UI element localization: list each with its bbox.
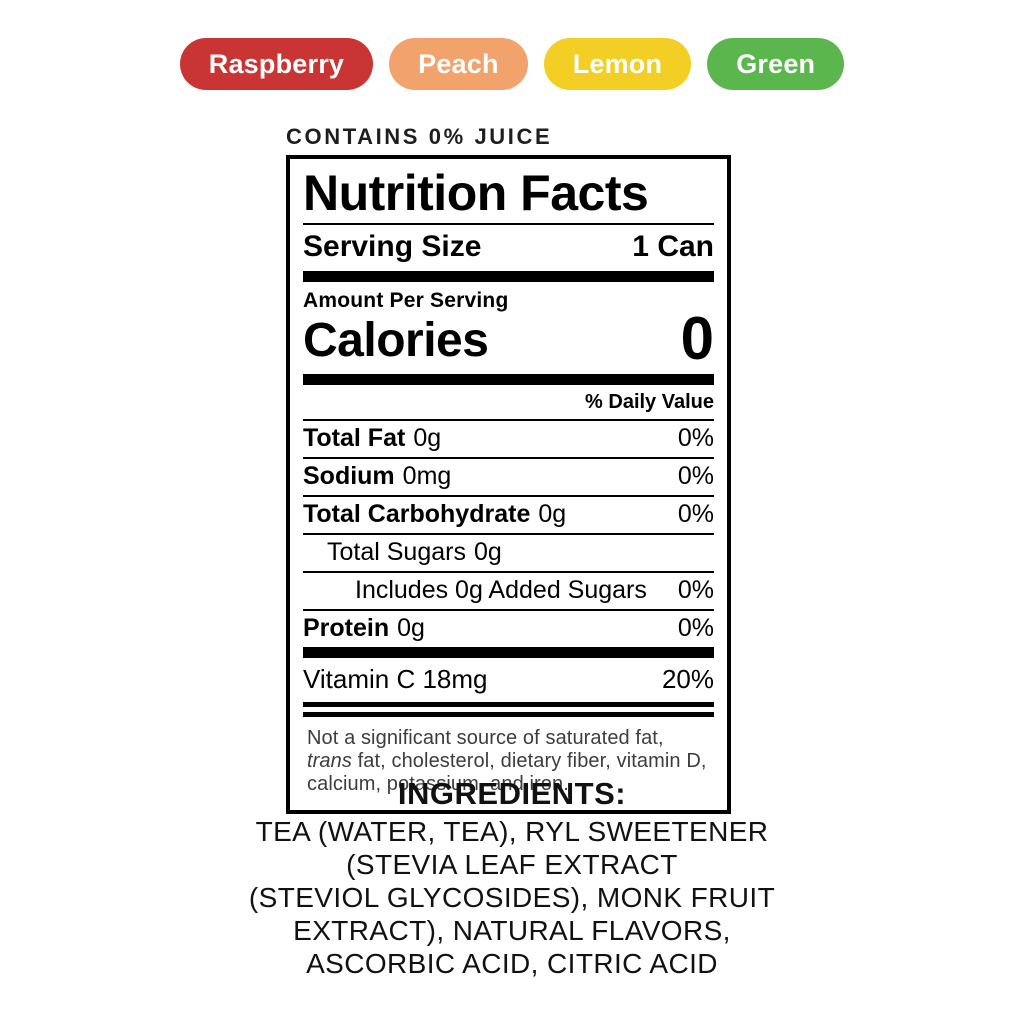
thick-bar [303, 647, 714, 659]
nutrient-row-added-sugars: Includes 0g Added Sugars 0% [303, 573, 714, 612]
serving-size-value: 1 Can [632, 230, 714, 263]
nutrient-name-amount: Protein 0g [303, 614, 425, 643]
ingredients-section: INGREDIENTS: TEA (WATER, TEA), RYL SWEET… [0, 776, 1024, 980]
nutrient-dv: 0% [677, 500, 714, 529]
ingredients-line: EXTRACT), NATURAL FLAVORS, [293, 915, 731, 946]
juice-content-note: CONTAINS 0% JUICE [286, 124, 553, 149]
nutrient-name-amount: Total Carbohydrate 0g [303, 500, 567, 529]
nutrient-row-total-fat: Total Fat 0g 0% [303, 421, 714, 460]
thick-bar [303, 271, 714, 282]
flavor-pill-green[interactable]: Green [707, 38, 845, 90]
nutrient-row-vitamin-c: Vitamin C 18mg 20% [303, 658, 714, 702]
nutrient-dv: 20% [661, 664, 714, 695]
flavor-pill-lemon[interactable]: Lemon [543, 38, 692, 90]
nutrient-name-amount: Vitamin C 18mg [303, 664, 488, 695]
calories-row: Calories 0 [303, 305, 714, 372]
thin-rule [303, 223, 714, 225]
flavor-pill-raspberry[interactable]: Raspberry [179, 38, 374, 90]
thick-bar [303, 374, 714, 386]
nutrition-facts-panel: Nutrition Facts Serving Size 1 Can Amoun… [286, 155, 731, 815]
daily-value-header: % Daily Value [303, 385, 714, 422]
nutrient-dv: 0% [677, 614, 714, 643]
flavor-pill-label: Peach [418, 48, 499, 79]
calories-label: Calories [303, 313, 489, 367]
nutrient-dv: 0% [677, 462, 714, 491]
footnote: Not a significant source of saturated fa… [307, 727, 707, 796]
calories-value: 0 [680, 305, 714, 372]
nutrient-name-amount: Includes 0g Added Sugars [355, 576, 647, 605]
nutrient-row-protein: Protein 0g 0% [303, 611, 714, 647]
serving-size-label: Serving Size [303, 230, 482, 263]
nutrient-dv: 0% [677, 424, 714, 453]
flavor-pill-label: Lemon [572, 48, 663, 79]
nutrient-dv: 0% [677, 576, 714, 605]
nutrient-name-amount: Total Sugars 0g [327, 538, 502, 567]
ingredients-line: ASCORBIC ACID, CITRIC ACID [306, 948, 718, 979]
ingredients-line: (STEVIOL GLYCOSIDES), MONK FRUIT [248, 882, 776, 913]
amount-per-serving-label: Amount Per Serving [303, 289, 509, 312]
flavor-pill-peach[interactable]: Peach [389, 38, 528, 90]
nutrient-row-total-carbohydrate: Total Carbohydrate 0g 0% [303, 497, 714, 536]
nutrient-row-sodium: Sodium 0mg 0% [303, 459, 714, 498]
flavor-pill-row: Raspberry Peach Lemon Green [0, 38, 1024, 90]
nutrient-name-amount: Sodium 0mg [303, 462, 452, 491]
flavor-pill-label: Raspberry [208, 48, 345, 79]
nutrient-name-amount: Total Fat 0g [303, 424, 442, 453]
serving-size-row: Serving Size 1 Can [303, 225, 714, 271]
ingredients-line: (STEVIA LEAF EXTRACT [346, 849, 678, 880]
flavor-pill-label: Green [736, 48, 816, 79]
ingredients-line: TEA (WATER, TEA), RYL SWEETENER [255, 816, 769, 847]
nutrition-facts-title: Nutrition Facts [303, 165, 649, 221]
double-rule [303, 702, 714, 718]
nutrient-row-total-sugars: Total Sugars 0g [303, 535, 714, 574]
ingredients-title: INGREDIENTS: [397, 776, 627, 811]
